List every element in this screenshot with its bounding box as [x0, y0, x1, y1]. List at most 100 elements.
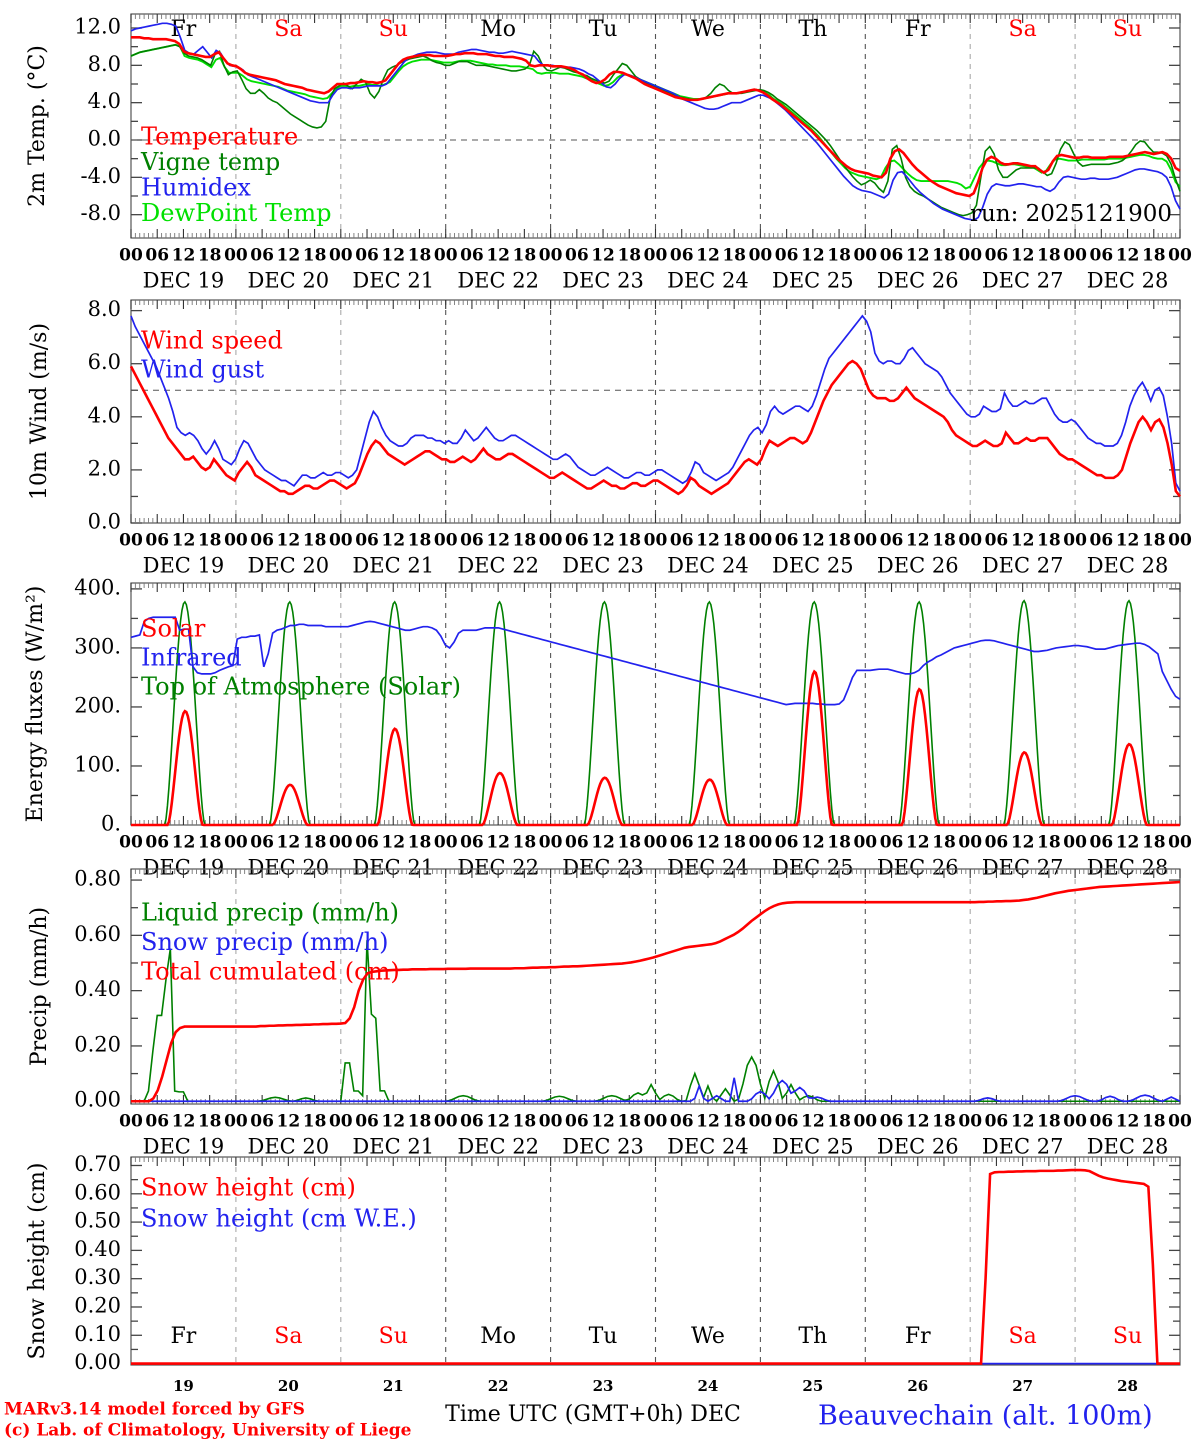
precip-hour-label: 06	[1089, 1112, 1113, 1132]
precip-day-label: DEC 24	[667, 1135, 749, 1159]
wind-hour-label: 18	[1142, 531, 1166, 551]
wind-hour-label: 18	[617, 531, 641, 551]
weekday-label: Fr	[171, 17, 197, 42]
temperature-ytick-label: -4.0	[81, 164, 122, 188]
precip-ytick-label: 0.80	[74, 867, 121, 891]
wind-hour-label: 12	[591, 531, 615, 551]
temperature-hour-label: 18	[408, 246, 432, 266]
energy-hour-label: 06	[145, 833, 169, 853]
legend-2: Humidex	[141, 174, 251, 202]
temperature-hour-label: 12	[696, 246, 720, 266]
temperature-hour-label: 00	[539, 246, 563, 266]
energy-hour-label: 12	[906, 833, 930, 853]
energy-hour-label: 18	[617, 833, 641, 853]
weekday-label: Mo	[480, 17, 516, 42]
panel-snow: 0.00 0.10 0.20 0.30 0.40 0.50 0.60 0.70 Fr Sa Su Mo…	[25, 1152, 1181, 1374]
temperature-hour-label: 18	[198, 246, 222, 266]
legend-precip-0: Liquid precip (mm/h)	[141, 899, 399, 927]
weekday-label: Sa	[1009, 17, 1037, 42]
precip-day-label: DEC 21	[352, 1135, 434, 1159]
energy-hour-label: 12	[591, 833, 615, 853]
snow-ytick-label: 0.30	[74, 1265, 121, 1289]
temperature-hour-label: 00	[329, 246, 353, 266]
weekday-label: Su	[1113, 1324, 1142, 1349]
day-number-label: 27	[1012, 1377, 1033, 1395]
precip-hour-label: 06	[670, 1112, 694, 1132]
precip-hour-label: 00	[119, 1112, 143, 1132]
precip-day-label: DEC 22	[457, 1135, 539, 1159]
energy-hour-label: 00	[224, 833, 248, 853]
wind-hour-label: 00	[539, 531, 563, 551]
footer: MARv3.14 model forced by GFS(c) Lab. of …	[4, 1400, 1153, 1440]
precip-ytick-label: 0.20	[74, 1032, 121, 1056]
temperature-hour-label: 18	[513, 246, 537, 266]
energy-hour-label: 18	[198, 833, 222, 853]
wind-hour-label: 18	[303, 531, 327, 551]
precip-hour-label: 12	[172, 1112, 196, 1132]
weekday-label: Tu	[589, 1324, 618, 1349]
energy-ytick-label: 200.	[74, 693, 121, 717]
temperature-day-label: DEC 28	[1087, 269, 1169, 293]
wind-hour-label: 06	[985, 531, 1009, 551]
precip-series: Liquid precip (mm/h)Snow precip (mm/h)To…	[131, 880, 1181, 1103]
precip-day-label: DEC 23	[562, 1135, 644, 1159]
wind-ytick-label: 8.0	[88, 297, 121, 321]
temperature-hour-label: 18	[827, 246, 851, 266]
energy-hour-label: 00	[853, 833, 877, 853]
precip-hour-label: 06	[565, 1112, 589, 1132]
energy-hour-label: 12	[486, 833, 510, 853]
wind-hour-label: 00	[958, 531, 982, 551]
legend-wind-0: Wind speed	[141, 327, 283, 355]
wind-hour-label: 18	[408, 531, 432, 551]
precip-hour-label: 00	[958, 1112, 982, 1132]
snow-ytick-label: 0.00	[74, 1350, 121, 1374]
snow-ytick-label: 0.10	[74, 1322, 121, 1346]
temperature-hour-label: 06	[250, 246, 274, 266]
precip-hour-label: 00	[329, 1112, 353, 1132]
snow-ytick-label: 0.70	[74, 1152, 121, 1176]
energy-hour-label: 12	[1011, 833, 1035, 853]
temperature-day-label: DEC 19	[143, 269, 225, 293]
precip-ytick-label: 0.00	[74, 1088, 121, 1112]
wind-hour-label: 00	[1168, 531, 1192, 551]
temperature-hour-label: 00	[224, 246, 248, 266]
wind-hour-label: 12	[381, 531, 405, 551]
precip-hour-label: 06	[880, 1112, 904, 1132]
temperature-hour-label: 06	[355, 246, 379, 266]
weekday-label: Su	[379, 17, 408, 42]
wind-hour-label: 06	[565, 531, 589, 551]
day-number-label: 22	[488, 1377, 509, 1395]
temperature-hour-label: 12	[906, 246, 930, 266]
temperature-day-label: DEC 22	[457, 269, 539, 293]
wind-day-label: DEC 25	[772, 554, 854, 578]
wind-hour-label: 12	[906, 531, 930, 551]
temperature-hour-label: 06	[775, 246, 799, 266]
weekday-label: Su	[1113, 17, 1142, 42]
precip-hour-label: 12	[1011, 1112, 1035, 1132]
temperature-hour-label: 12	[801, 246, 825, 266]
wind-hour-label: 12	[1116, 531, 1140, 551]
temperature-hour-label: 12	[172, 246, 196, 266]
day-number-label: 25	[802, 1377, 823, 1395]
temperature-hour-label: 06	[670, 246, 694, 266]
energy-hour-label: 18	[1037, 833, 1061, 853]
temperature-hour-label: 18	[617, 246, 641, 266]
footer-copyright-line: (c) Lab. of Climatology, University of L…	[4, 1421, 412, 1440]
energy-hour-label: 12	[1116, 833, 1140, 853]
temperature-hour-label: 12	[277, 246, 301, 266]
legend-wind-1: Wind gust	[141, 356, 265, 384]
temperature-day-label: DEC 27	[982, 269, 1064, 293]
series-infrared	[130, 616, 1181, 706]
weekday-label: We	[691, 17, 725, 42]
energy-hour-label: 00	[749, 833, 773, 853]
energy-hour-label: 12	[172, 833, 196, 853]
weekday-label: Fr	[171, 1324, 197, 1349]
precip-hour-label: 12	[381, 1112, 405, 1132]
weekday-label: We	[691, 1324, 725, 1349]
precip-hour-label: 18	[198, 1112, 222, 1132]
precip-hour-label: 18	[1037, 1112, 1061, 1132]
legend-1: Vigne temp	[140, 148, 280, 176]
station-label: Beauvechain (alt. 100m)	[818, 1401, 1153, 1432]
legend-energy-2: Top of Atmosphere (Solar)	[141, 673, 461, 701]
